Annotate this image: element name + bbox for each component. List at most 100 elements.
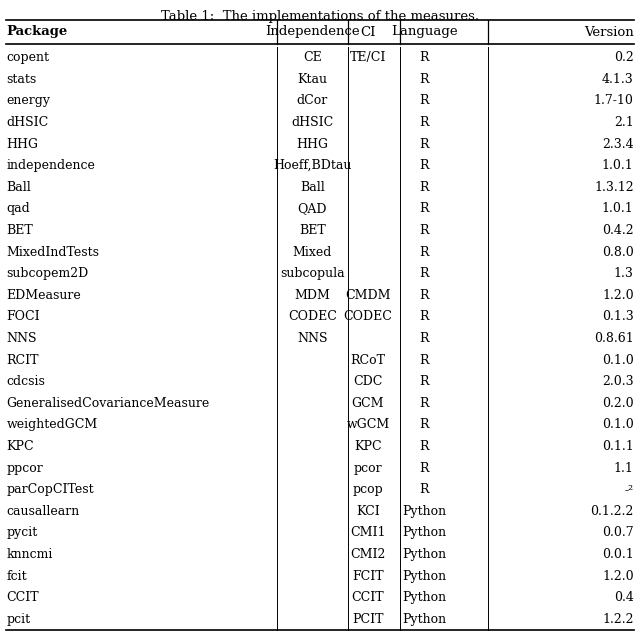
- Text: 0.1.0: 0.1.0: [602, 353, 634, 367]
- Text: 0.8.61: 0.8.61: [594, 332, 634, 345]
- Text: pycit: pycit: [6, 526, 38, 540]
- Text: dCor: dCor: [297, 95, 328, 108]
- Text: pcit: pcit: [6, 612, 31, 626]
- Text: dHSIC: dHSIC: [291, 116, 333, 129]
- Text: independence: independence: [6, 159, 95, 172]
- Text: GCM: GCM: [352, 397, 384, 410]
- Text: 0.4: 0.4: [614, 591, 634, 604]
- Text: QAD: QAD: [298, 202, 327, 216]
- Text: Hoeff,BDtau: Hoeff,BDtau: [273, 159, 351, 172]
- Text: HHG: HHG: [296, 138, 328, 150]
- Text: CODEC: CODEC: [344, 310, 392, 323]
- Text: R: R: [420, 138, 429, 150]
- Text: 1.3.12: 1.3.12: [594, 181, 634, 194]
- Text: 4.1.3: 4.1.3: [602, 73, 634, 86]
- Text: BET: BET: [299, 224, 326, 237]
- Text: 0.1.0: 0.1.0: [602, 419, 634, 431]
- Text: Python: Python: [403, 612, 446, 626]
- Text: 2.0.3: 2.0.3: [602, 375, 634, 388]
- Text: Ball: Ball: [6, 181, 31, 194]
- Text: pcop: pcop: [353, 483, 383, 496]
- Text: 0.1.2.2: 0.1.2.2: [590, 505, 634, 518]
- Text: 2.3.4: 2.3.4: [602, 138, 634, 150]
- Text: wGCM: wGCM: [346, 419, 390, 431]
- Text: qad: qad: [6, 202, 30, 216]
- Text: Package: Package: [6, 26, 68, 38]
- Text: R: R: [420, 397, 429, 410]
- Text: 0.1.3: 0.1.3: [602, 310, 634, 323]
- Text: 1.2.2: 1.2.2: [602, 612, 634, 626]
- Text: BET: BET: [6, 224, 33, 237]
- Text: CI: CI: [360, 26, 376, 38]
- Text: Python: Python: [403, 570, 446, 582]
- Text: Python: Python: [403, 505, 446, 518]
- Text: R: R: [420, 159, 429, 172]
- Text: FOCI: FOCI: [6, 310, 40, 323]
- Text: R: R: [420, 268, 429, 280]
- Text: R: R: [420, 95, 429, 108]
- Text: R: R: [420, 224, 429, 237]
- Text: causallearn: causallearn: [6, 505, 79, 518]
- Text: CCIT: CCIT: [6, 591, 39, 604]
- Text: parCopCITest: parCopCITest: [6, 483, 94, 496]
- Text: fcit: fcit: [6, 570, 27, 582]
- Text: knncmi: knncmi: [6, 548, 52, 561]
- Text: R: R: [420, 116, 429, 129]
- Text: weightedGCM: weightedGCM: [6, 419, 98, 431]
- Text: R: R: [420, 73, 429, 86]
- Text: PCIT: PCIT: [352, 612, 384, 626]
- Text: NNS: NNS: [6, 332, 37, 345]
- Text: RCoT: RCoT: [351, 353, 385, 367]
- Text: R: R: [420, 289, 429, 302]
- Text: NNS: NNS: [297, 332, 328, 345]
- Text: Table 1:  The implementations of the measures.: Table 1: The implementations of the meas…: [161, 10, 479, 23]
- Text: R: R: [420, 310, 429, 323]
- Text: Language: Language: [391, 26, 458, 38]
- Text: 0.2.0: 0.2.0: [602, 397, 634, 410]
- Text: RCIT: RCIT: [6, 353, 39, 367]
- Text: CODEC: CODEC: [288, 310, 337, 323]
- Text: CCIT: CCIT: [352, 591, 384, 604]
- Text: R: R: [420, 375, 429, 388]
- Text: R: R: [420, 51, 429, 64]
- Text: 0.0.7: 0.0.7: [602, 526, 634, 540]
- Text: 1.1: 1.1: [614, 461, 634, 474]
- Text: R: R: [420, 246, 429, 259]
- Text: stats: stats: [6, 73, 36, 86]
- Text: MixedIndTests: MixedIndTests: [6, 246, 99, 259]
- Text: KPC: KPC: [6, 440, 34, 453]
- Text: 1.2.0: 1.2.0: [602, 289, 634, 302]
- Text: Python: Python: [403, 548, 446, 561]
- Text: 0.4.2: 0.4.2: [602, 224, 634, 237]
- Text: Python: Python: [403, 591, 446, 604]
- Text: Ball: Ball: [300, 181, 324, 194]
- Text: Python: Python: [403, 526, 446, 540]
- Text: 0.0.1: 0.0.1: [602, 548, 634, 561]
- Text: 1.2.0: 1.2.0: [602, 570, 634, 582]
- Text: R: R: [420, 461, 429, 474]
- Text: Independence: Independence: [265, 26, 360, 38]
- Text: pcor: pcor: [354, 461, 382, 474]
- Text: 1.0.1: 1.0.1: [602, 159, 634, 172]
- Text: ppcor: ppcor: [6, 461, 43, 474]
- Text: CDC: CDC: [353, 375, 383, 388]
- Text: GeneralisedCovarianceMeasure: GeneralisedCovarianceMeasure: [6, 397, 210, 410]
- Text: cdcsis: cdcsis: [6, 375, 45, 388]
- Text: EDMeasure: EDMeasure: [6, 289, 81, 302]
- Text: Mixed: Mixed: [292, 246, 332, 259]
- Text: 0.2: 0.2: [614, 51, 634, 64]
- Text: R: R: [420, 419, 429, 431]
- Text: R: R: [420, 483, 429, 496]
- Text: -²: -²: [625, 483, 634, 496]
- Text: subcopem2D: subcopem2D: [6, 268, 89, 280]
- Text: Ktau: Ktau: [298, 73, 327, 86]
- Text: HHG: HHG: [6, 138, 38, 150]
- Text: subcopula: subcopula: [280, 268, 344, 280]
- Text: TE/CI: TE/CI: [350, 51, 386, 64]
- Text: CMI1: CMI1: [350, 526, 386, 540]
- Text: KCI: KCI: [356, 505, 380, 518]
- Text: R: R: [420, 353, 429, 367]
- Text: KPC: KPC: [354, 440, 382, 453]
- Text: R: R: [420, 440, 429, 453]
- Text: dHSIC: dHSIC: [6, 116, 49, 129]
